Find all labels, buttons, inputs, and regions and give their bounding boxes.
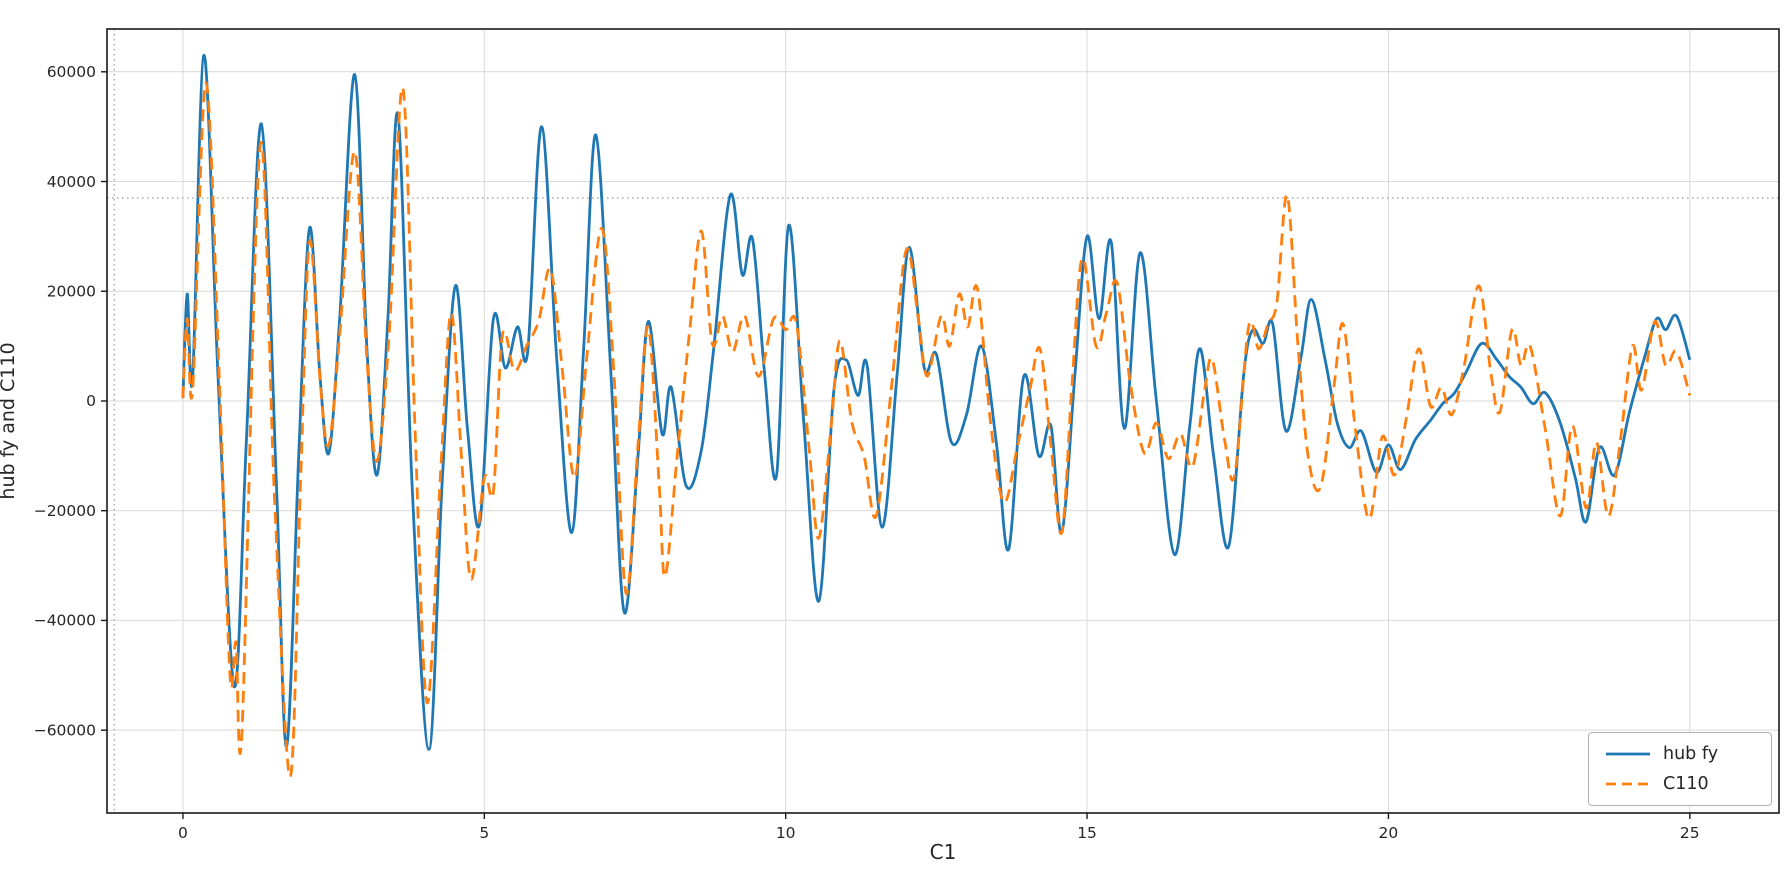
y-tick-label: −20000 — [34, 502, 96, 520]
x-tick-label: 20 — [1379, 824, 1399, 842]
y-tick-label: 0 — [86, 392, 96, 410]
x-tick-label: 0 — [178, 824, 188, 842]
plot-border — [106, 28, 1780, 814]
legend-entry-hub-fy: hub fy — [1605, 744, 1755, 764]
x-tick-label: 10 — [776, 824, 796, 842]
x-tick-label: 5 — [479, 824, 489, 842]
y-tick-label: 40000 — [47, 173, 96, 191]
series-line-hub-fy — [181, 53, 1692, 751]
legend-label: hub fy — [1663, 744, 1719, 764]
legend-entry-c110: C110 — [1605, 774, 1755, 794]
y-tick-label: −60000 — [34, 721, 96, 739]
y-tick-label: 20000 — [47, 283, 96, 301]
y-tick-label: −40000 — [34, 612, 96, 630]
y-tick-label: 60000 — [47, 63, 96, 81]
legend-line-sample-hub-fy — [1606, 752, 1650, 756]
y-axis-label: hub fy and C110 — [0, 342, 19, 500]
legend-line-sample-c110 — [1606, 782, 1650, 786]
series-group — [181, 53, 1692, 779]
x-tick-label: 15 — [1077, 824, 1097, 842]
legend: hub fy C110 — [1588, 732, 1772, 806]
x-axis-label: C1 — [929, 840, 957, 864]
legend-label: C110 — [1663, 774, 1709, 794]
x-tick-label: 25 — [1680, 824, 1700, 842]
